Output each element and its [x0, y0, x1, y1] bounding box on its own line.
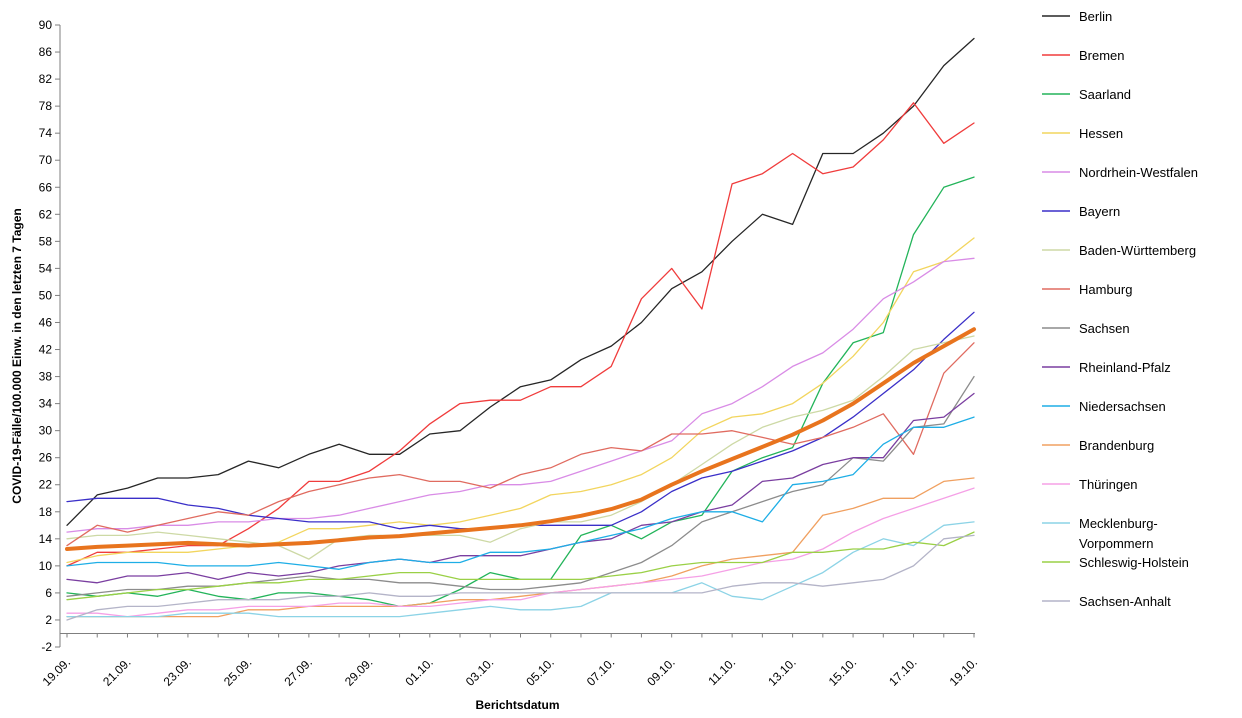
x-tick-label: 19.09.: [40, 655, 73, 688]
legend-label: Bremen: [1079, 48, 1125, 63]
legend-item: Sachsen-Anhalt: [1042, 594, 1171, 609]
x-tick-label: 13.10.: [765, 655, 798, 688]
legend-label: Niedersachsen: [1079, 399, 1166, 414]
legend-item: Hamburg: [1042, 282, 1132, 297]
legend-label: Thüringen: [1079, 477, 1138, 492]
y-tick-label: 62: [39, 207, 53, 221]
series-line-niedersachsen: [66, 416, 975, 570]
x-tick-label: 21.09.: [100, 655, 133, 688]
y-tick-label: 46: [39, 315, 53, 329]
y-tick-label: -2: [41, 640, 52, 654]
legend-item: Baden-Württemberg: [1042, 243, 1196, 258]
y-tick-label: 30: [39, 424, 53, 438]
x-tick-label: 15.10.: [826, 655, 859, 688]
x-axis-title: Berichtsdatum: [475, 698, 559, 712]
series-line-sachsen: [66, 375, 975, 597]
series-line-nordrhein-westfalen: [66, 257, 975, 533]
legend-item: Bremen: [1042, 48, 1125, 63]
series-line-brandenburg: [66, 477, 975, 618]
y-tick-label: 38: [39, 370, 53, 384]
x-tick-label: 27.09.: [281, 655, 314, 688]
legend-item: Thüringen: [1042, 477, 1138, 492]
legend-label: Bayern: [1079, 204, 1120, 219]
x-tick-label: 29.09.: [342, 655, 375, 688]
x-tick-label: 03.10.: [463, 655, 496, 688]
y-tick-label: 66: [39, 180, 53, 194]
series-line-schleswig-holstein: [66, 531, 975, 601]
y-tick-label: 82: [39, 72, 53, 86]
x-tick-label: 19.10.: [947, 655, 980, 688]
legend-item: Rheinland-Pfalz: [1042, 360, 1171, 375]
legend-item: Brandenburg: [1042, 438, 1154, 453]
x-tick-label: 07.10.: [584, 655, 617, 688]
y-tick-label: 58: [39, 234, 53, 248]
series-line-mecklenburg-vorpommern: [66, 521, 975, 618]
series-line-bayern: [66, 311, 975, 530]
legend-label: Baden-Württemberg: [1079, 243, 1196, 258]
legend-label: Berlin: [1079, 9, 1112, 24]
y-tick-label: 78: [39, 99, 53, 113]
y-tick-label: 42: [39, 343, 53, 357]
series-line-thüringen: [66, 487, 975, 618]
legend-item: Mecklenburg-Vorpommern: [1042, 516, 1158, 551]
legend-label: Hamburg: [1079, 282, 1132, 297]
legend-label: Brandenburg: [1079, 438, 1154, 453]
y-tick-label: 74: [39, 126, 53, 140]
y-tick-label: 6: [45, 586, 52, 600]
legend-item: Schleswig-Holstein: [1042, 555, 1189, 570]
y-tick-label: 2: [45, 613, 52, 627]
y-tick-label: 54: [39, 261, 53, 275]
y-tick-label: 26: [39, 451, 53, 465]
legend-label: Sachsen: [1079, 321, 1130, 336]
x-tick-label: 17.10.: [886, 655, 919, 688]
series-lines: [65, 37, 976, 621]
legend-item: Hessen: [1042, 126, 1123, 141]
y-axis-title: COVID-19-Fälle/100.000 Einw. in den letz…: [10, 208, 24, 503]
y-tick-label: 90: [39, 18, 53, 32]
series-line-rheinland-pfalz: [66, 392, 975, 584]
y-tick-label: 86: [39, 45, 53, 59]
y-tick-label: 14: [39, 532, 53, 546]
legend-label: Saarland: [1079, 87, 1131, 102]
x-tick-label: 09.10.: [644, 655, 677, 688]
x-tick-label: 05.10.: [523, 655, 556, 688]
series-line-hamburg: [66, 342, 975, 547]
series-line-sachsen-anhalt: [66, 534, 975, 621]
legend-item: Saarland: [1042, 87, 1131, 102]
legend-item: Berlin: [1042, 9, 1112, 24]
x-tick-label: 25.09.: [221, 655, 254, 688]
x-tick-label: 11.10.: [705, 655, 738, 688]
series-line-berlin: [66, 37, 975, 526]
series-line-baden-württemberg: [66, 335, 975, 560]
y-tick-label: 22: [39, 478, 53, 492]
series-line-bremen: [66, 102, 975, 567]
legend-label: Sachsen-Anhalt: [1079, 594, 1171, 609]
series-line-hessen: [66, 237, 975, 564]
x-tick-label: 23.09.: [161, 655, 194, 688]
legend: Berlin Bremen Saarland Hessen Nordrhein-West…: [1042, 9, 1198, 609]
y-tick-label: 70: [39, 153, 53, 167]
legend-label: Hessen: [1079, 126, 1123, 141]
y-tick-label: 50: [39, 288, 53, 302]
series-line-deutschland: [65, 327, 976, 551]
legend-item: Sachsen: [1042, 321, 1130, 336]
legend-item: Niedersachsen: [1042, 399, 1166, 414]
legend-label: Mecklenburg-Vorpommern: [1079, 516, 1158, 551]
legend-label: Nordrhein-Westfalen: [1079, 165, 1198, 180]
y-tick-label: 34: [39, 397, 53, 411]
legend-label: Schleswig-Holstein: [1079, 555, 1189, 570]
x-tick-label: 01.10.: [402, 655, 435, 688]
legend-item: Nordrhein-Westfalen: [1042, 165, 1198, 180]
legend-label: Rheinland-Pfalz: [1079, 360, 1171, 375]
x-axis: 19.09. 21.09. 23.09. 25.09. 27.09. 29.09. 01.1…: [40, 632, 980, 689]
y-axis: -226101418222630343842465054586266707478…: [39, 18, 61, 654]
legend-item: Bayern: [1042, 204, 1120, 219]
y-tick-label: 18: [39, 505, 53, 519]
y-tick-label: 10: [39, 559, 53, 573]
